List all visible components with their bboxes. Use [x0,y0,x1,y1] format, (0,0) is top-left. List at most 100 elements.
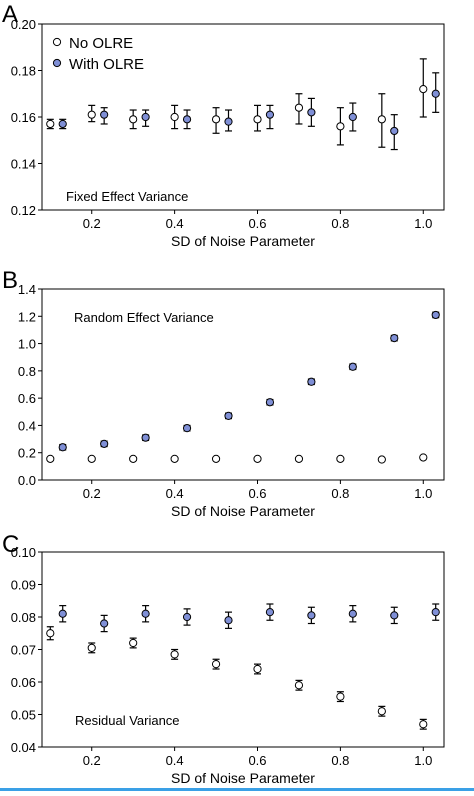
legend-entry: With OLRE [69,56,144,73]
y-tick-label: 1.0 [18,337,36,352]
x-tick-label: 0.6 [248,753,266,768]
series-no-olre [46,58,428,148]
data-point [253,454,262,463]
data-point [87,643,96,652]
data-point [419,720,428,729]
y-tick-label: 0.07 [11,643,36,658]
data-point [265,608,275,617]
data-point [87,110,96,119]
data-point [129,115,138,124]
data-point [141,112,150,122]
data-point [58,443,67,452]
data-point [431,89,440,98]
data-point [294,454,304,463]
panel-b: B 0.0 0.2 0.4 0.6 0.8 1.0 1.2 1.4 0.2 0.4 0.6 0.8 1.0… [2,267,445,519]
x-tick-label: 0.4 [166,753,184,768]
panel-title: Residual Variance [75,713,180,728]
y-tick-label: 0.6 [18,391,36,406]
y-tick-label: 0.0 [18,473,36,488]
data-point [100,439,109,448]
data-point [224,117,233,126]
x-tick-label: 0.2 [83,486,101,501]
data-point [294,681,304,690]
data-point [419,453,428,462]
x-tick-label: 0.8 [331,486,349,501]
data-point [307,611,316,620]
data-point [141,433,150,442]
data-point [87,454,96,463]
data-point [211,660,221,669]
data-point [348,362,357,371]
data-point [224,411,233,420]
y-tick-label: 0.04 [11,740,36,755]
data-point [377,455,386,464]
data-point [307,108,316,117]
data-point [129,454,138,463]
data-point [348,112,357,122]
data-point [100,619,109,628]
data-point [348,609,357,618]
data-point [253,115,262,124]
data-point [294,103,304,112]
y-tick-label: 0.2 [18,446,36,461]
series-no-olre [46,453,428,464]
x-tick-label: 0.6 [248,486,266,501]
data-point [431,608,440,617]
y-tick-label: 1.2 [18,309,36,324]
data-point [58,119,67,129]
y-tick-label: 0.12 [11,203,36,218]
legend-marker [52,37,62,47]
data-point [182,612,192,622]
panel-letter: B [2,267,18,294]
series-with-olre [58,603,440,633]
y-tick-label: 0.09 [11,578,36,593]
panel-a: A 0.12 0.14 0.16 0.18 0.20 0.2 0.4 0.6 0.8 1.0 SD o… [2,1,445,249]
data-point [419,85,428,94]
series-no-olre [46,626,428,730]
x-tick-label: 1.0 [414,486,432,501]
data-point [390,611,399,620]
data-point [141,609,150,618]
data-point [390,126,399,136]
data-point [129,638,138,648]
y-tick-label: 0.05 [11,708,36,723]
data-point [431,310,440,320]
x-tick-label: 1.0 [414,216,432,231]
plot-frame [41,288,445,481]
data-point [265,398,275,407]
x-tick-label: 0.8 [331,753,349,768]
series-with-olre [58,72,440,151]
x-axis-label: SD of Noise Parameter [171,503,315,519]
data-point [377,707,386,716]
panel-title: Random Effect Variance [74,310,214,325]
y-tick-label: 0.06 [11,675,36,690]
series-with-olre [58,310,440,452]
legend-marker [52,58,62,68]
x-axis-label: SD of Noise Parameter [171,233,315,249]
y-tick-label: 0.4 [18,418,36,433]
data-point [336,692,345,701]
data-point [46,629,55,638]
data-point [336,454,345,463]
data-point [182,115,192,124]
x-tick-label: 0.4 [166,486,184,501]
panel-letter: A [2,1,18,28]
y-tick-label: 0.20 [11,17,36,32]
legend: No OLRE With OLRE [52,35,144,73]
legend-entry: No OLRE [69,35,133,52]
data-point [336,122,345,131]
data-point [46,454,55,463]
y-tick-label: 0.16 [11,110,36,125]
y-tick-label: 0.14 [11,157,36,172]
data-point [377,115,386,124]
data-point [46,119,55,129]
data-point [307,377,316,386]
x-tick-label: 0.2 [83,753,101,768]
data-point [253,664,262,674]
data-point [170,454,179,463]
data-point [170,112,179,122]
x-tick-label: 1.0 [414,753,432,768]
y-tick-label: 1.4 [18,282,36,297]
panel-letter: C [2,531,19,558]
